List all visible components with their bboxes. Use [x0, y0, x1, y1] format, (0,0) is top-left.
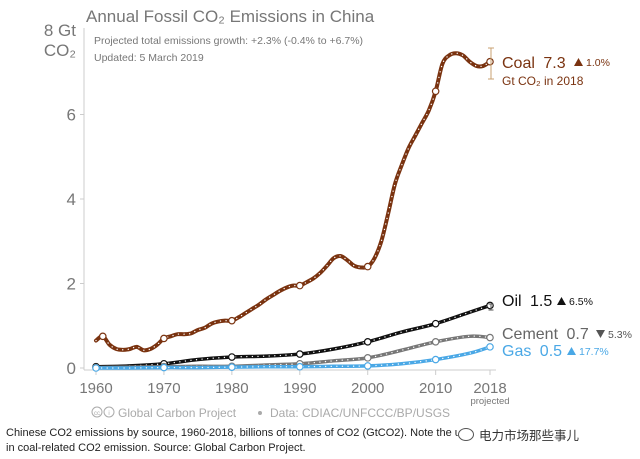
y-tick-label: 0	[67, 359, 76, 378]
oil-change: 6.5%	[569, 296, 593, 308]
gas-data-point	[431, 355, 440, 364]
cement-change: 5.3%	[608, 329, 632, 341]
svg-text:Oil 1.5: Oil 1.5	[502, 293, 552, 310]
gas-data-point	[295, 362, 304, 371]
oil-data-point	[363, 338, 372, 346]
coal-sublabel: Gt CO₂ in 2018	[502, 74, 584, 88]
x-tick-label: 1960	[79, 380, 112, 397]
x-tick-label: 1980	[215, 380, 248, 397]
cement-value: 0.7	[566, 326, 588, 343]
coal-data-point	[486, 57, 494, 66]
coal-change: 1.0%	[586, 57, 610, 69]
coal-data-point	[363, 262, 372, 271]
x-tick-label: 2018	[473, 380, 506, 397]
oil-series-line	[94, 303, 492, 369]
oil-data-point	[228, 353, 236, 361]
footer-source-org: Global Carbon Project	[118, 406, 237, 420]
footer-data-sources: Data: CDIAC/UNFCCC/BP/USGS	[270, 406, 450, 420]
series-layer	[92, 51, 494, 372]
gas-data-point	[228, 363, 236, 371]
svg-text:Coal 7.3: Coal 7.3	[502, 55, 566, 72]
y-axis-ticks: 6 4 2 0	[67, 106, 84, 378]
gas-data-point	[160, 363, 168, 372]
legend-oil: Oil 1.5 6.5%	[488, 293, 593, 311]
oil-data-point	[295, 350, 304, 358]
gas-data-point	[486, 343, 494, 351]
cement-data-point	[363, 354, 372, 362]
x-axis-ticks: 1960 1970 1980 1990 2000 2010 2018	[79, 370, 507, 397]
cement-data-point	[486, 333, 494, 342]
gas-value: 0.5	[540, 343, 562, 360]
watermark: 电力市场那些事儿	[458, 426, 634, 443]
oil-value: 1.5	[530, 293, 552, 310]
creative-commons-icon: cc i	[91, 406, 115, 418]
oil-series-dots	[95, 304, 491, 368]
svg-text:i: i	[108, 411, 109, 417]
footer-bullet	[258, 411, 262, 415]
x-tick-label: 1990	[283, 380, 316, 397]
oil-name: Oil	[502, 293, 522, 310]
updated-annotation: Updated: 5 March 2019	[94, 52, 204, 64]
oil-uncertainty	[488, 303, 494, 311]
y-tick-label: 6	[67, 106, 76, 125]
x-tick-label: 1970	[147, 380, 180, 397]
gas-up-arrow-icon	[567, 347, 576, 355]
coal-series-dots	[95, 52, 491, 351]
cement-down-arrow-icon	[596, 330, 605, 338]
coal-name: Coal	[502, 55, 535, 72]
legend-gas: Gas 0.5 17.7%	[502, 343, 609, 360]
uncertainty-bar	[488, 47, 494, 80]
y-tick-label: 2	[67, 275, 76, 294]
gas-change: 17.7%	[579, 346, 609, 358]
coal-up-arrow-icon	[574, 58, 583, 66]
oil-data-point	[486, 301, 494, 310]
coal-value: 7.3	[543, 55, 565, 72]
oil-up-arrow-icon	[557, 297, 566, 305]
coal-data-point	[295, 281, 304, 290]
coal-data-point	[431, 87, 440, 96]
legend-coal: Coal 7.3 1.0% Gt CO₂ in 2018	[502, 55, 610, 88]
coal-data-point	[160, 334, 168, 343]
svg-text:Cement 0.7: Cement 0.7	[502, 326, 589, 343]
coal-series-line	[94, 51, 492, 353]
coal-data-point	[228, 316, 236, 325]
cement-data-point	[431, 338, 440, 346]
y-axis-unit: 8 Gt	[44, 21, 76, 40]
x-tick-label: 2000	[351, 380, 384, 397]
y-axis-unit-co2: CO₂	[44, 41, 76, 60]
growth-annotation: Projected total emissions growth: +2.3% …	[94, 35, 363, 47]
wechat-icon	[458, 428, 474, 441]
watermark-text: 电力市场那些事儿	[479, 428, 580, 443]
coal-data-point	[98, 332, 107, 341]
gas-name: Gas	[502, 343, 531, 360]
legend-cement: Cement 0.7 5.3%	[502, 326, 632, 343]
footer: cc i Global Carbon Project Data: CDIAC/U…	[91, 406, 450, 420]
oil-data-point	[431, 319, 440, 328]
svg-text:cc: cc	[94, 411, 100, 417]
gas-data-point	[92, 364, 100, 372]
x-tick-label: 2010	[419, 380, 452, 397]
svg-text:Gas 0.5: Gas 0.5	[502, 343, 562, 360]
cement-name: Cement	[502, 326, 559, 343]
x-projected-label: projected	[470, 396, 509, 407]
chart-title: Annual Fossil CO₂ Emissions in China	[86, 7, 375, 26]
gas-data-point	[363, 362, 372, 370]
y-tick-label: 4	[67, 190, 76, 209]
